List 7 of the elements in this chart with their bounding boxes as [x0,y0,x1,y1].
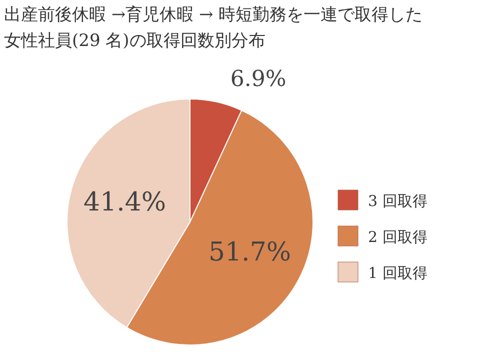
data-label: 51.7% [208,237,292,268]
chart-title: 出産前後休暇 →育児休暇 → 時短勤務を一連で取得した女性社員(29 名)の取得回数別分布 [4,5,423,51]
data-label: 6.9% [230,67,286,92]
legend-label: 2 回取得 [368,228,428,246]
legend-label: 1 回取得 [368,264,428,282]
legend-label: 3 回取得 [368,192,428,210]
data-label: 41.4% [84,188,166,218]
